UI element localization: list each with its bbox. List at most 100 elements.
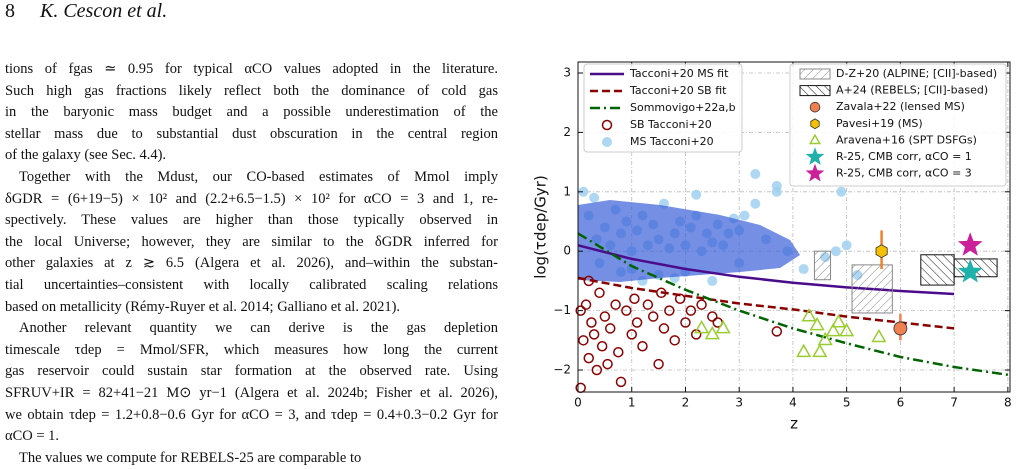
point	[796, 343, 812, 358]
legend-label: MS Tacconi+20	[630, 135, 714, 148]
ms-point	[589, 192, 600, 203]
ms-point	[771, 180, 782, 191]
legend-label: Pavesi+19 (MS)	[836, 117, 923, 130]
legend-label: R-25, CMB corr, αCO = 1	[836, 150, 972, 163]
sb-point	[631, 317, 643, 328]
y-tick-label: −2	[553, 363, 571, 377]
point	[871, 328, 887, 343]
sb-point	[658, 323, 670, 334]
sb-point	[594, 287, 605, 299]
x-tick-label: 4	[789, 396, 797, 410]
sb-point	[580, 299, 592, 310]
ms-density	[578, 200, 800, 282]
legend-label: D-Z+20 (ALPINE; [CII]-based)	[836, 67, 997, 80]
point	[809, 316, 825, 331]
text-line: timescale τdep = Mmol/SFR, which measure…	[5, 341, 498, 358]
sb-point	[637, 341, 648, 352]
sb-point	[610, 299, 621, 310]
point	[875, 244, 888, 259]
point	[817, 331, 833, 346]
range-box	[813, 250, 832, 281]
x-tick-label: 1	[628, 396, 636, 410]
text-line: we obtain τdep = 1.2+0.8−0.6 Gyr for αCO…	[5, 406, 498, 423]
sb-point	[586, 317, 597, 328]
ms-point	[691, 189, 702, 200]
fit-line	[577, 276, 955, 330]
x-axis-label: z	[790, 415, 798, 433]
x-tick-label: 7	[950, 396, 958, 410]
point	[808, 133, 822, 145]
legend-label: Tacconi+20 SB fit	[629, 84, 727, 97]
point	[812, 343, 828, 358]
sb-point	[599, 311, 611, 322]
point	[693, 319, 710, 334]
text-line: SFRUV+IR = 82+41−21 M⊙ yr−1 (Algera et a…	[5, 384, 498, 401]
text-line: δGDR = (6+19−5) × 10² and (2.2+6.5−1.5) …	[5, 190, 498, 207]
y-tick-label: 1	[563, 184, 571, 198]
text-line: gas reservoir could sustain star formati…	[5, 363, 498, 380]
ms-point	[836, 186, 847, 197]
sb-point	[596, 341, 608, 352]
text-line: the local Universe; however, they are si…	[5, 233, 498, 250]
ms-point	[841, 240, 852, 251]
x-tick-label: 2	[682, 396, 690, 410]
sb-point	[642, 299, 654, 310]
sb-point	[685, 305, 697, 316]
text-line: in the baryonic mass budget and a possib…	[5, 104, 498, 121]
legend-label: Zavala+22 (lensed MS)	[836, 100, 965, 113]
legend-label: A+24 (REBELS; [CII]-based)	[836, 84, 988, 97]
sb-point	[604, 323, 616, 334]
legend-label: Sommovigo+22a,b	[630, 101, 736, 114]
ms-point	[602, 137, 612, 147]
text-line: of the galaxy (see Sec. 4.4).	[5, 147, 167, 164]
sb-point	[575, 305, 586, 316]
point	[839, 322, 855, 337]
text-line: Such high gas fractions likely reflect b…	[5, 82, 498, 99]
y-tick-label: 2	[563, 125, 571, 139]
sb-point	[680, 317, 691, 328]
page-number: 8	[5, 0, 15, 22]
sb-point	[601, 119, 613, 131]
ms-point	[750, 168, 761, 179]
text-line: other galaxies at z ≳ 6.5 (Algera et al.…	[5, 255, 498, 272]
axes-frame	[577, 61, 1011, 393]
legend-swatch	[799, 85, 831, 97]
text-line: Another relevant quantity we can derive …	[19, 320, 498, 337]
sb-point	[696, 299, 707, 310]
star-point	[957, 259, 983, 283]
point	[825, 322, 841, 337]
text-line: stellar mass due to substantial dust obs…	[5, 125, 498, 142]
sb-point	[613, 346, 624, 358]
text-line: spectively. These values are higher than…	[5, 212, 498, 229]
ms-point	[798, 264, 809, 275]
range-box	[920, 254, 955, 286]
point	[715, 319, 731, 334]
x-tick-label: 3	[735, 396, 743, 410]
sb-point	[629, 293, 640, 304]
legend: Tacconi+20 MS fit Tacconi+20 SB fit Sommov…	[590, 67, 997, 182]
star-point	[957, 232, 983, 256]
plot-area	[575, 168, 1009, 394]
sb-point	[647, 311, 659, 322]
sb-point	[615, 376, 627, 388]
point	[810, 118, 820, 130]
sb-point	[621, 305, 632, 316]
ms-point	[578, 186, 589, 197]
range-box	[851, 264, 893, 314]
point	[893, 321, 908, 336]
point	[809, 101, 821, 113]
legend-label: SB Tacconi+20	[630, 118, 712, 131]
ticks: 0 1 2 3 4 5 6 7 8 −2 −1 0 1 2 3	[553, 62, 1012, 410]
x-tick-label: 5	[843, 396, 851, 410]
star-point	[805, 147, 825, 165]
legend-swatch	[799, 68, 831, 80]
sb-point	[771, 326, 783, 337]
x-tick-label: 8	[1004, 396, 1012, 410]
sb-point	[664, 305, 675, 316]
sb-point	[588, 329, 600, 340]
ms-point	[739, 210, 750, 221]
ms-point	[830, 246, 841, 257]
text-line: tial uncertainties–consistent with local…	[5, 276, 498, 293]
